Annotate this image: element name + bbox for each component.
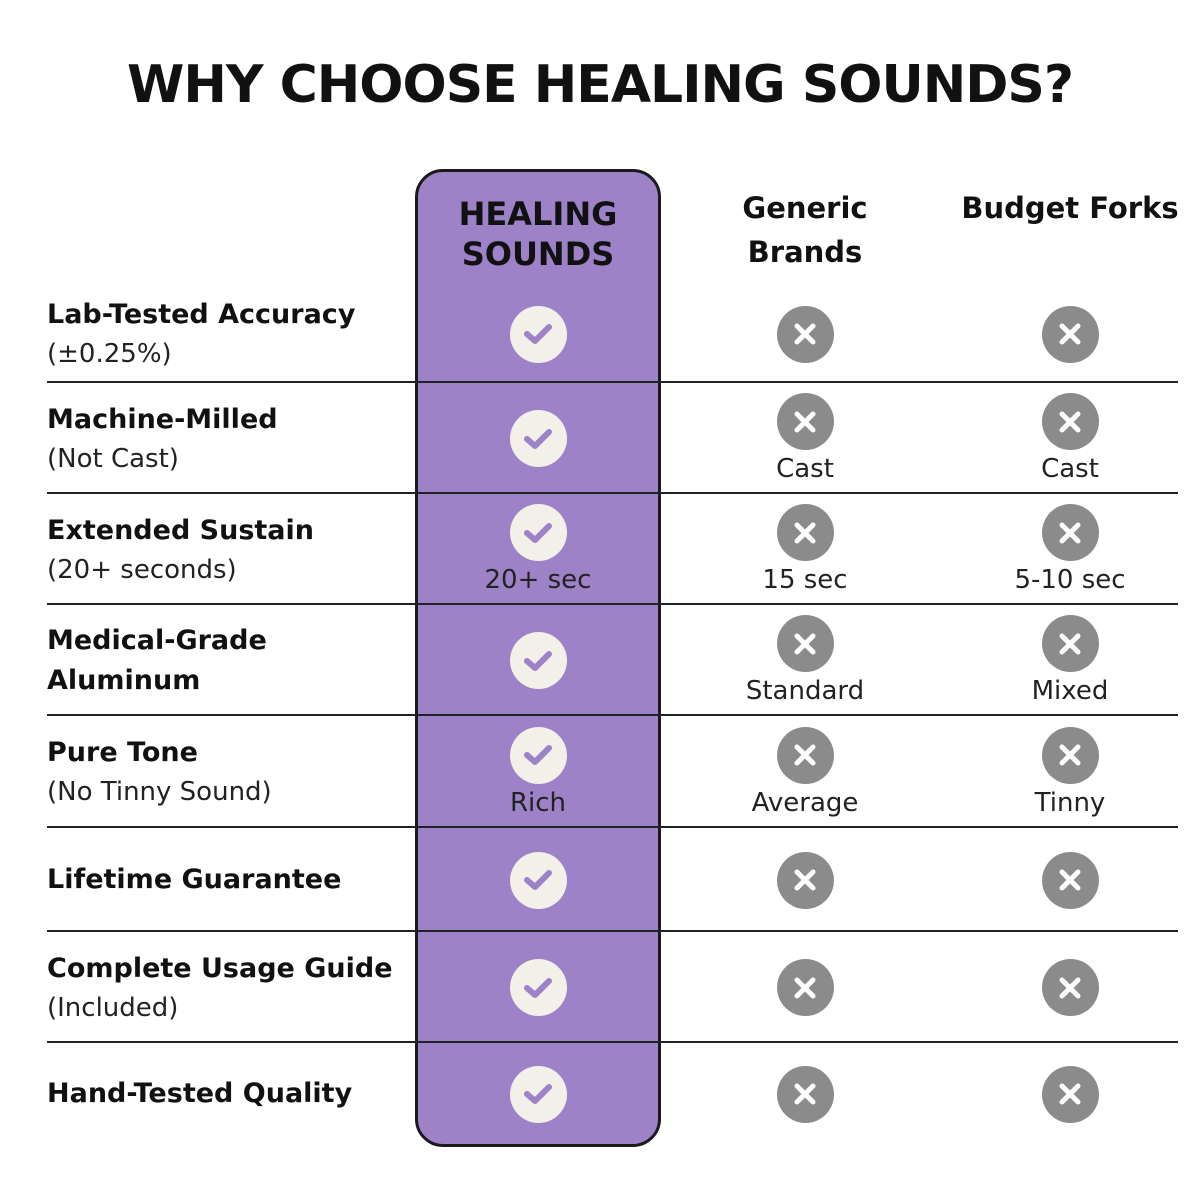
- check-circle-icon: [509, 410, 567, 467]
- feature-label: Lab-Tested Accuracy (±0.25%): [47, 285, 417, 383]
- column-header-budget-forks: Budget Forks: [961, 191, 1179, 225]
- column-header-generic-brands: Generic Brands: [742, 191, 868, 269]
- feature-name: Medical-Grade Aluminum: [47, 624, 267, 696]
- table-row: Hand-Tested Quality: [0, 1043, 1200, 1145]
- feature-note: (Included): [47, 992, 179, 1023]
- table-row: Complete Usage Guide (Included): [0, 932, 1200, 1043]
- feature-note: (20+ seconds): [47, 554, 237, 585]
- x-circle-icon: [1041, 615, 1099, 672]
- feature-note: (Not Cast): [47, 443, 179, 474]
- feature-label: Pure Tone (No Tinny Sound): [47, 716, 417, 828]
- x-circle-icon: [776, 504, 834, 561]
- page-title: WHY CHOOSE HEALING SOUNDS?: [126, 55, 1074, 115]
- x-circle-icon: [1041, 504, 1099, 561]
- check-circle-icon: [509, 632, 567, 689]
- feature-label: Lifetime Guarantee: [47, 828, 417, 932]
- cell-value: 15 sec: [762, 565, 848, 595]
- feature-name: Complete Usage Guide: [47, 952, 393, 984]
- feature-label: Medical-Grade Aluminum: [47, 605, 417, 716]
- cell-healing: [415, 932, 661, 1043]
- column-header-healing-sounds: HEALING SOUNDS: [415, 194, 661, 274]
- cell-budget: Cast: [947, 383, 1193, 494]
- table-row: Lab-Tested Accuracy (±0.25%): [0, 285, 1200, 383]
- x-circle-icon: [776, 726, 834, 784]
- check-circle-icon: [509, 726, 567, 784]
- cell-budget: Tinny: [947, 716, 1193, 828]
- feature-name: Hand-Tested Quality: [47, 1078, 353, 1109]
- cell-generic: [682, 932, 928, 1043]
- x-circle-icon: [776, 305, 834, 363]
- cell-healing: [415, 605, 661, 716]
- x-circle-icon: [776, 959, 834, 1016]
- cell-value: Average: [751, 787, 859, 818]
- cell-generic: [682, 285, 928, 383]
- table-row: Lifetime Guarantee: [0, 828, 1200, 932]
- feature-name: Lab-Tested Accuracy: [47, 299, 356, 330]
- check-circle-icon: [509, 305, 567, 363]
- row-divider: [47, 714, 1178, 716]
- row-divider: [47, 930, 1178, 932]
- cell-generic: Cast: [682, 383, 928, 494]
- feature-note: (No Tinny Sound): [47, 777, 272, 807]
- feature-name: Pure Tone: [47, 737, 198, 768]
- feature-name: Machine-Milled: [47, 403, 278, 435]
- feature-label: Complete Usage Guide (Included): [47, 932, 417, 1043]
- cell-budget: [947, 285, 1193, 383]
- x-circle-icon: [776, 393, 834, 450]
- row-divider: [47, 381, 1178, 383]
- cell-healing: [415, 828, 661, 932]
- feature-label: Machine-Milled (Not Cast): [47, 383, 417, 494]
- table-row: Medical-Grade Aluminum Standard Mixed: [0, 605, 1200, 716]
- cell-value: Cast: [1041, 454, 1099, 484]
- table-row: Extended Sustain (20+ seconds) 20+ sec 15 s…: [0, 494, 1200, 605]
- cell-healing: 20+ sec: [415, 494, 661, 605]
- row-divider: [47, 603, 1178, 605]
- x-circle-icon: [1041, 1065, 1099, 1123]
- x-circle-icon: [776, 851, 834, 909]
- feature-note: (±0.25%): [47, 339, 172, 369]
- table-row: Machine-Milled (Not Cast) Cast Cast: [0, 383, 1200, 494]
- cell-value: Cast: [776, 454, 834, 484]
- feature-label: Hand-Tested Quality: [47, 1043, 417, 1145]
- check-circle-icon: [509, 959, 567, 1016]
- cell-value: Rich: [509, 787, 567, 818]
- cell-budget: Mixed: [947, 605, 1193, 716]
- check-circle-icon: [509, 504, 567, 561]
- cell-value: 20+ sec: [484, 565, 592, 595]
- column-header-label: HEALING SOUNDS: [458, 195, 618, 273]
- cell-budget: [947, 1043, 1193, 1145]
- x-circle-icon: [776, 615, 834, 672]
- feature-name: Lifetime Guarantee: [47, 864, 342, 895]
- cell-generic: [682, 828, 928, 932]
- feature-label: Extended Sustain (20+ seconds): [47, 494, 417, 605]
- cell-healing: [415, 285, 661, 383]
- cell-value: 5-10 sec: [1014, 565, 1126, 595]
- cell-generic: 15 sec: [682, 494, 928, 605]
- x-circle-icon: [1041, 726, 1099, 784]
- cell-healing: [415, 1043, 661, 1145]
- x-circle-icon: [1041, 305, 1099, 363]
- cell-generic: Standard: [682, 605, 928, 716]
- cell-healing: [415, 383, 661, 494]
- x-circle-icon: [1041, 393, 1099, 450]
- cell-budget: 5-10 sec: [947, 494, 1193, 605]
- row-divider: [47, 1041, 1178, 1043]
- row-divider: [47, 492, 1178, 494]
- x-circle-icon: [1041, 959, 1099, 1016]
- cell-value: Tinny: [1034, 787, 1106, 818]
- table-row: Pure Tone (No Tinny Sound) Rich Average Tinn…: [0, 716, 1200, 828]
- check-circle-icon: [509, 851, 567, 909]
- cell-budget: [947, 828, 1193, 932]
- cell-healing: Rich: [415, 716, 661, 828]
- cell-generic: [682, 1043, 928, 1145]
- feature-name: Extended Sustain: [47, 514, 315, 546]
- cell-generic: Average: [682, 716, 928, 828]
- x-circle-icon: [776, 1065, 834, 1123]
- check-circle-icon: [509, 1065, 567, 1123]
- cell-value: Standard: [745, 676, 865, 706]
- x-circle-icon: [1041, 851, 1099, 909]
- row-divider: [47, 826, 1178, 828]
- cell-value: Mixed: [1031, 676, 1109, 706]
- cell-budget: [947, 932, 1193, 1043]
